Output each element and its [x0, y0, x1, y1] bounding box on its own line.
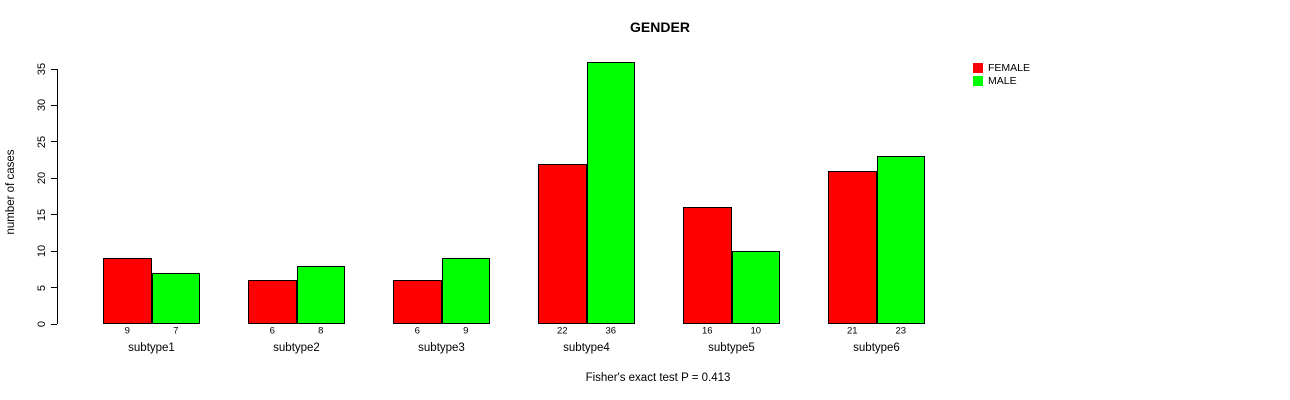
category-label: subtype4	[563, 342, 610, 354]
bar-female	[103, 258, 152, 324]
legend-item: MALE	[973, 75, 1030, 87]
y-tick-label: 35	[36, 62, 48, 76]
y-tick	[51, 141, 57, 143]
category-label: subtype2	[273, 342, 320, 354]
bar-value-label: 10	[750, 325, 762, 337]
y-tick	[51, 177, 57, 179]
legend: FEMALE MALE	[973, 62, 1031, 87]
category-label: subtype3	[418, 342, 465, 354]
category-label: subtype1	[128, 342, 175, 354]
y-tick	[51, 250, 57, 252]
bar-value-label: 9	[124, 325, 130, 337]
chart-title: GENDER	[630, 19, 690, 35]
y-tick	[51, 287, 57, 289]
y-tick	[51, 323, 57, 325]
category-label: subtype5	[708, 342, 755, 354]
bar-male	[296, 265, 345, 324]
bar-male	[586, 61, 635, 324]
footer-note: Fisher's exact test P = 0.413	[585, 372, 731, 384]
y-axis-line	[56, 69, 58, 324]
bar-male	[151, 273, 200, 324]
bar-value-label: 23	[895, 325, 907, 337]
legend-label: MALE	[988, 75, 1017, 87]
bar-female	[683, 207, 732, 324]
legend-item: FEMALE	[973, 62, 1031, 74]
legend-swatch-female	[973, 63, 983, 73]
y-tick	[51, 68, 57, 70]
bar-male	[441, 258, 490, 324]
bar-value-label: 9	[463, 325, 469, 337]
bar-value-label: 7	[173, 325, 179, 337]
bar-male	[731, 251, 780, 324]
category-label: subtype6	[853, 342, 900, 354]
bar-value-label: 36	[605, 325, 617, 337]
y-tick-label: 15	[36, 208, 48, 221]
bar-value-label: 22	[556, 325, 568, 337]
legend-swatch-male	[973, 76, 983, 86]
y-tick-label: 30	[36, 99, 48, 112]
bar-value-label: 6	[269, 325, 275, 337]
bar-male	[876, 156, 925, 324]
bar-value-label: 21	[846, 325, 858, 337]
bar-female	[248, 280, 297, 324]
y-tick-label: 10	[36, 245, 48, 258]
y-tick-label: 5	[36, 284, 48, 291]
y-tick-label: 25	[36, 135, 48, 148]
y-tick	[51, 104, 57, 106]
y-tick	[51, 214, 57, 216]
bar-female	[538, 163, 587, 324]
bar-value-label: 16	[701, 325, 713, 337]
bar-female	[828, 171, 877, 324]
y-tick-label: 0	[36, 320, 48, 328]
y-tick-label: 20	[36, 172, 48, 185]
bar-value-label: 8	[318, 325, 324, 337]
bar-value-label: 6	[414, 325, 420, 337]
legend-label: FEMALE	[988, 62, 1031, 74]
bar-female	[393, 280, 442, 324]
